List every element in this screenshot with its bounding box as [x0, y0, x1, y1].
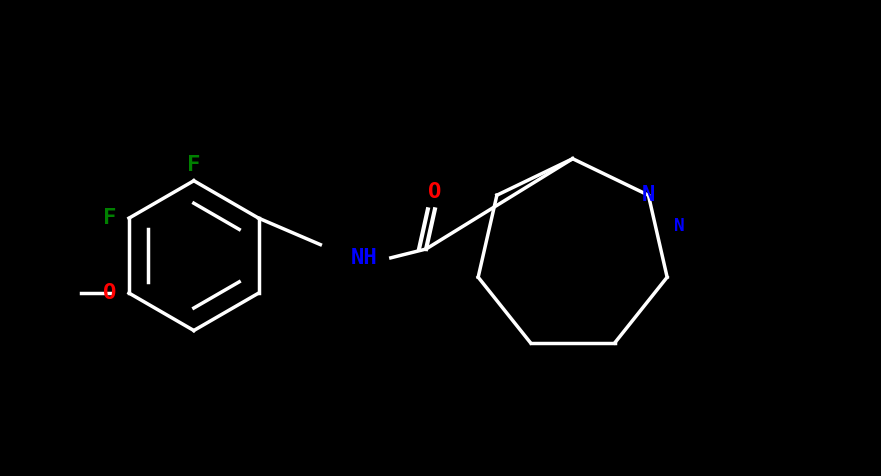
Text: O: O — [103, 283, 116, 303]
Text: N: N — [674, 217, 685, 235]
Text: NH: NH — [351, 248, 378, 268]
Text: N: N — [641, 185, 655, 205]
Text: O: O — [428, 182, 441, 202]
Text: F: F — [187, 155, 201, 175]
Text: F: F — [103, 208, 116, 228]
